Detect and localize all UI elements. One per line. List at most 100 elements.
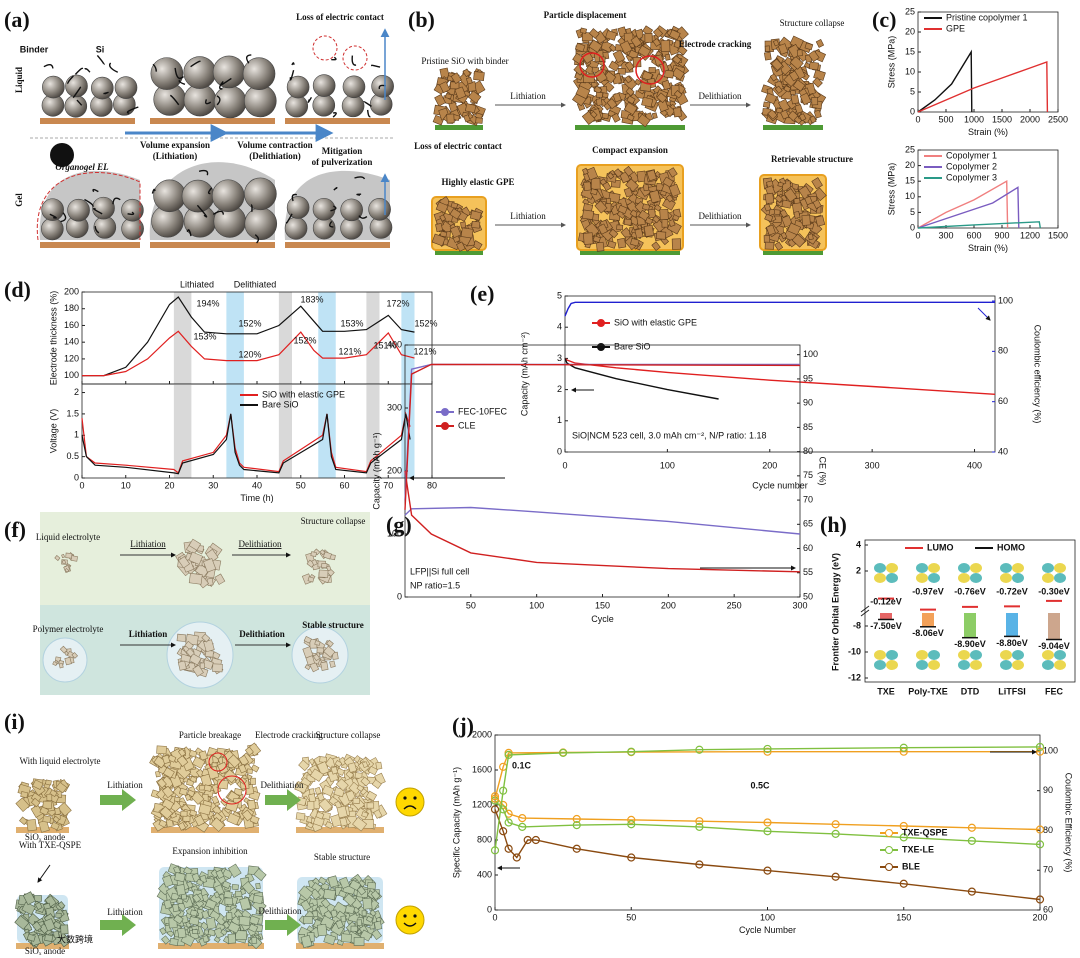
particle bbox=[192, 664, 204, 677]
binder bbox=[108, 62, 119, 73]
particle bbox=[316, 923, 328, 937]
particle bbox=[227, 863, 242, 878]
particle bbox=[473, 71, 485, 81]
particle bbox=[250, 764, 260, 773]
legend-label: CLE bbox=[458, 420, 476, 430]
annotation: 152% bbox=[293, 335, 316, 345]
particle bbox=[662, 176, 674, 188]
particle bbox=[193, 814, 206, 827]
particle bbox=[636, 113, 651, 128]
plot-frame bbox=[864, 539, 1076, 683]
legend-label: GPE bbox=[946, 23, 965, 33]
annotation: Volume contraction bbox=[237, 140, 312, 150]
binder bbox=[219, 81, 224, 90]
particle bbox=[294, 781, 309, 794]
homo-label: -8.80eV bbox=[996, 638, 1028, 648]
x-tick-label: 400 bbox=[967, 460, 982, 470]
y2-tick-label: 90 bbox=[1043, 785, 1053, 795]
annotation: 194% bbox=[196, 298, 219, 308]
particle bbox=[176, 633, 187, 642]
particle bbox=[356, 885, 367, 896]
x-tick-label: 1500 bbox=[1048, 230, 1068, 240]
particle bbox=[50, 821, 60, 831]
particle bbox=[352, 816, 368, 832]
particle bbox=[225, 906, 232, 912]
particle bbox=[319, 756, 328, 763]
particle bbox=[672, 214, 680, 222]
particle bbox=[435, 223, 443, 232]
y-tick-label: -8 bbox=[853, 620, 861, 630]
particle bbox=[194, 563, 210, 578]
annotation: With liquid electrolyte bbox=[19, 756, 100, 766]
particle bbox=[318, 876, 327, 885]
x-tick-label: 300 bbox=[792, 600, 807, 610]
annotation: NP ratio=1.5 bbox=[410, 580, 460, 590]
lumo-label: -0.97eV bbox=[912, 586, 944, 596]
binder bbox=[307, 96, 313, 103]
particle bbox=[673, 89, 683, 99]
x-tick-label: LiTFSI bbox=[998, 686, 1026, 696]
substrate bbox=[158, 943, 264, 949]
particle bbox=[811, 97, 819, 106]
particle bbox=[248, 923, 259, 933]
particle bbox=[189, 775, 198, 783]
annotation: Gel bbox=[14, 193, 24, 207]
y2-tick-label: 60 bbox=[1043, 904, 1053, 914]
series-marker bbox=[763, 744, 772, 754]
particle bbox=[303, 635, 312, 644]
particle bbox=[581, 167, 589, 175]
legend-label: LUMO bbox=[927, 542, 954, 552]
particle bbox=[212, 805, 222, 816]
energy-gap bbox=[1048, 613, 1060, 640]
annotation: Stable structure bbox=[302, 620, 364, 630]
face bbox=[395, 787, 425, 817]
annotation: Lithiation bbox=[130, 539, 166, 549]
particle bbox=[660, 40, 671, 52]
si-particle bbox=[285, 94, 309, 118]
panel-label: (g) bbox=[386, 512, 412, 537]
binder bbox=[74, 67, 84, 75]
x-tick-label: FEC bbox=[1045, 686, 1064, 696]
particle bbox=[584, 222, 600, 238]
shaded-band bbox=[278, 292, 292, 384]
homo-label: -8.90eV bbox=[954, 639, 986, 649]
particle bbox=[471, 220, 481, 229]
substrate bbox=[296, 827, 384, 833]
particle bbox=[21, 901, 36, 916]
polymer-shell bbox=[291, 626, 349, 684]
particle bbox=[450, 81, 460, 90]
binder bbox=[207, 187, 213, 195]
annotation: SiOₓ anode bbox=[25, 946, 65, 956]
y-tick-label: 15 bbox=[905, 176, 915, 186]
arrow-block bbox=[265, 914, 301, 936]
x-tick-label: 100 bbox=[660, 460, 675, 470]
annotation: Particle displacement bbox=[544, 10, 627, 20]
binder bbox=[220, 77, 232, 86]
particle bbox=[652, 215, 661, 224]
particle bbox=[371, 928, 383, 941]
particle bbox=[309, 768, 324, 782]
annotation: 0.1C bbox=[512, 760, 532, 770]
particle bbox=[460, 221, 467, 229]
annotation: 大数跨境 bbox=[57, 933, 93, 944]
y2-tick-label: 100 bbox=[998, 295, 1013, 305]
particle bbox=[369, 909, 377, 917]
si-particle bbox=[150, 57, 184, 90]
y2-tick-label: 50 bbox=[803, 591, 813, 601]
orbital bbox=[1012, 563, 1024, 573]
binder bbox=[291, 193, 297, 202]
y2-axis-label: Coulombic efficiency (%) bbox=[1033, 325, 1043, 424]
particle bbox=[212, 663, 223, 673]
x-axis-label: Cycle Number bbox=[739, 925, 796, 935]
homo-label: -7.50eV bbox=[870, 621, 902, 631]
series-line bbox=[917, 180, 1009, 229]
legend-label: Bare SiO bbox=[614, 341, 651, 351]
particle bbox=[625, 87, 635, 97]
si-particle bbox=[341, 94, 365, 118]
particle bbox=[184, 640, 194, 651]
y-tick-label: 2 bbox=[74, 387, 79, 397]
y-tick-label: 2 bbox=[557, 384, 562, 394]
particle bbox=[240, 888, 247, 896]
annotation: Electrode cracking bbox=[679, 39, 752, 49]
annotation: Loss of electric contact bbox=[414, 141, 502, 151]
